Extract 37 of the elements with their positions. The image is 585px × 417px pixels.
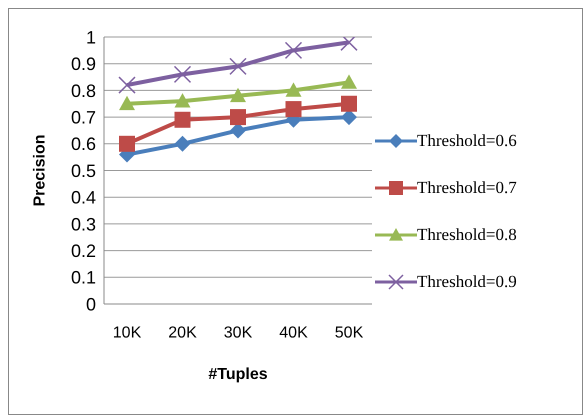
y-tick-label: 0	[86, 294, 96, 314]
y-tick-label: 0.4	[70, 188, 96, 208]
point	[341, 74, 357, 89]
point	[174, 112, 190, 128]
y-tick-label: 0.7	[70, 107, 96, 128]
x-tick-label: 10K	[112, 324, 142, 342]
legend-label: Threshold=0.7	[417, 178, 517, 198]
point	[229, 58, 247, 76]
y-axis-title: Precision	[32, 134, 49, 207]
y-tick-label: 0.9	[70, 54, 96, 74]
y-tick-label: 0.6	[70, 134, 96, 154]
y-tick-label: 0.8	[70, 80, 96, 101]
point	[174, 136, 190, 152]
point	[284, 42, 302, 60]
legend-label: Threshold=0.8	[417, 225, 517, 245]
point	[286, 101, 302, 118]
x-tick-label: 30K	[224, 324, 253, 342]
point	[118, 76, 136, 94]
point	[119, 136, 135, 152]
point	[341, 96, 357, 112]
y-tick-label: 0.5	[70, 160, 96, 181]
point	[230, 109, 246, 126]
x-axis-title: #Tuples	[208, 366, 268, 383]
y-tick-label: 0.1	[70, 268, 96, 288]
x-tick-label: 40K	[279, 324, 308, 342]
y-tick-label: 0.3	[70, 214, 96, 234]
point	[119, 96, 135, 110]
legend-label: Threshold=0.6	[417, 131, 517, 151]
x-tick-label: 50K	[334, 324, 364, 342]
y-tick-label: 0.2	[70, 240, 96, 261]
point	[230, 88, 246, 102]
legend-label: Threshold=0.9	[417, 272, 517, 292]
y-tick-label: 1	[86, 27, 96, 48]
x-tick-label: 20K	[168, 324, 198, 342]
point	[174, 93, 190, 108]
point	[286, 82, 302, 97]
point	[174, 66, 192, 84]
